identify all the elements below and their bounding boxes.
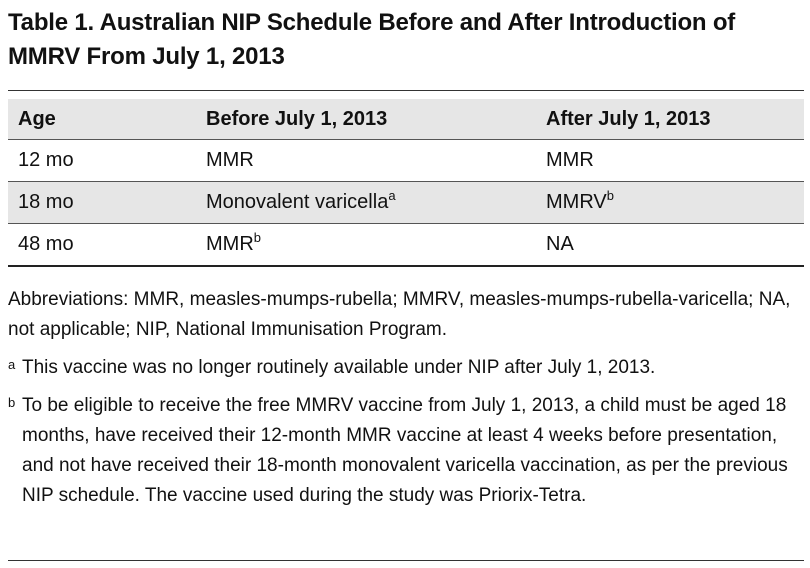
footnote-a: a This vaccine was no longer routinely a… xyxy=(8,353,804,383)
bottom-divider xyxy=(8,560,804,561)
table-notes: Abbreviations: MMR, measles-mumps-rubell… xyxy=(8,285,804,519)
cell-age-text: 18 mo xyxy=(18,191,74,213)
schedule-table-container: Age Before July 1, 2013 After July 1, 20… xyxy=(8,99,804,267)
abbreviations-note: Abbreviations: MMR, measles-mumps-rubell… xyxy=(8,289,791,340)
footnote-marker: b xyxy=(253,230,261,245)
table-row: 18 mo Monovalent varicellaa MMRVb xyxy=(8,181,804,224)
cell-age: 12 mo xyxy=(8,140,196,182)
footnote-marker: b xyxy=(606,188,614,203)
cell-before: MMR xyxy=(196,140,536,182)
cell-age: 18 mo xyxy=(8,182,196,224)
footnote-text: This vaccine was no longer routinely ava… xyxy=(22,357,656,378)
cell-after: MMR xyxy=(536,140,804,182)
cell-age-text: 48 mo xyxy=(18,233,74,255)
cell-before-text: Monovalent varicella xyxy=(206,191,389,213)
table-title: Table 1. Australian NIP Schedule Before … xyxy=(8,9,736,70)
footnote-marker: a xyxy=(388,188,396,203)
cell-before: Monovalent varicellaa xyxy=(196,182,536,224)
cell-after: NA xyxy=(536,224,804,267)
cell-age-text: 12 mo xyxy=(18,149,74,171)
title-divider xyxy=(8,90,804,91)
table-row: 12 mo MMR MMR xyxy=(8,140,804,182)
cell-after-text: MMR xyxy=(546,149,594,171)
column-header-after: After July 1, 2013 xyxy=(546,107,711,130)
cell-before: MMRb xyxy=(196,224,536,267)
column-header-before: Before July 1, 2013 xyxy=(206,107,388,130)
table-header-row: Age Before July 1, 2013 After July 1, 20… xyxy=(8,99,804,140)
footnote-b: b To be eligible to receive the free MMR… xyxy=(8,391,804,511)
column-header-age: Age xyxy=(18,107,56,130)
table-row: 48 mo MMRb NA xyxy=(8,224,804,267)
footnote-text: To be eligible to receive the free MMRV … xyxy=(22,395,788,506)
cell-after-text: NA xyxy=(546,233,574,255)
cell-after-text: MMRV xyxy=(546,191,607,213)
schedule-table: Age Before July 1, 2013 After July 1, 20… xyxy=(8,99,804,267)
cell-before-text: MMR xyxy=(206,149,254,171)
footnote-mark: b xyxy=(8,395,16,410)
footnote-mark: a xyxy=(8,357,16,372)
cell-after: MMRVb xyxy=(536,182,804,224)
cell-age: 48 mo xyxy=(8,224,196,267)
cell-before-text: MMR xyxy=(206,233,254,255)
